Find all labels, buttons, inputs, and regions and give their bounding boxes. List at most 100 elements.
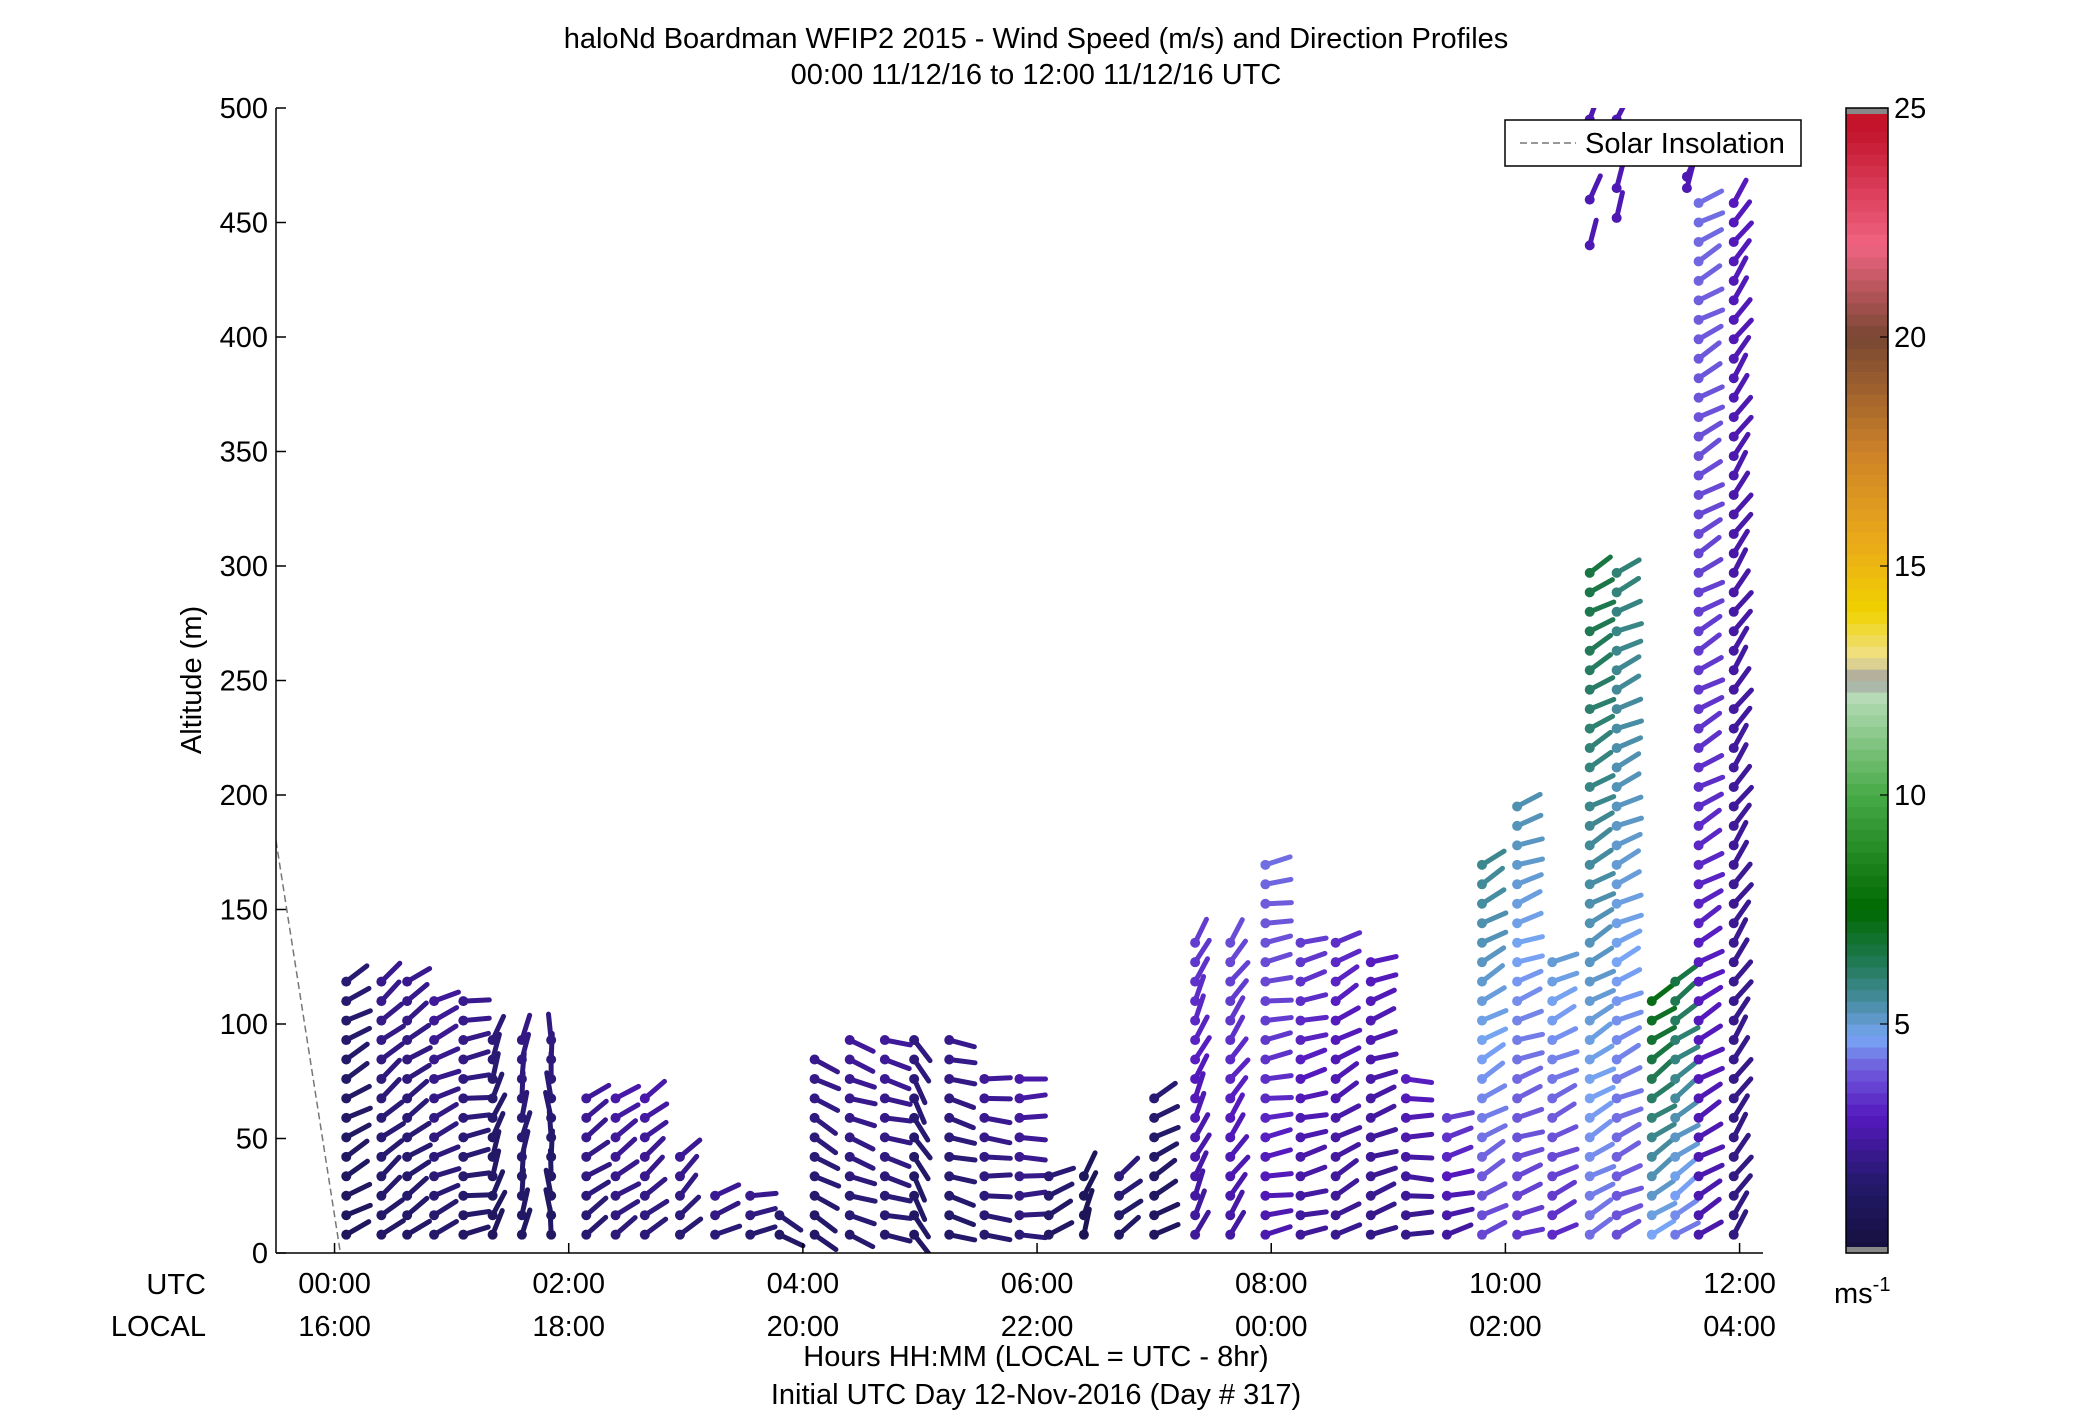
wind-barb-station <box>1611 704 1622 715</box>
wind-barb-station <box>1611 665 1622 676</box>
colorbar-band <box>1846 188 1888 201</box>
wind-profile-column <box>745 1190 779 1240</box>
wind-barb-station <box>1225 1112 1236 1123</box>
wind-barb-station <box>1547 976 1558 987</box>
wind-barb-station <box>1078 1210 1089 1221</box>
wind-barb-station <box>1260 859 1271 870</box>
wind-barb-station <box>1441 1171 1452 1182</box>
wind-barb-station <box>1693 217 1704 228</box>
wind-barb-station <box>1225 1093 1236 1104</box>
wind-barb-station <box>1330 1054 1341 1065</box>
wind-barb-station <box>402 1093 413 1104</box>
wind-barb-station <box>1260 937 1271 948</box>
wind-barb-station <box>909 1093 920 1104</box>
wind-profile-column <box>581 1082 612 1240</box>
wind-barb-station <box>1260 1015 1271 1026</box>
wind-barb-station <box>1365 976 1376 987</box>
wind-barb-station <box>1646 1229 1657 1240</box>
wind-barb-station <box>429 1151 440 1162</box>
wind-barb-station <box>1728 898 1739 909</box>
colorbar-band <box>1846 772 1888 785</box>
colorbar-band <box>1846 1001 1888 1014</box>
wind-profile-column <box>458 996 492 1240</box>
wind-barb-station <box>1728 879 1739 890</box>
wind-barb-station <box>1512 1171 1523 1182</box>
wind-barb-station <box>1693 723 1704 734</box>
wind-barb-station <box>1728 859 1739 870</box>
colorbar-band <box>1846 485 1888 498</box>
colorbar-band <box>1846 325 1888 338</box>
wind-barb-station <box>1728 314 1739 325</box>
wind-barb-station <box>1670 1132 1681 1143</box>
wind-barb-station <box>1693 587 1704 598</box>
wind-barb-station <box>1728 665 1739 676</box>
wind-barb-station <box>341 1093 352 1104</box>
wind-barb-station <box>1114 1229 1125 1240</box>
colorbar-band <box>1846 623 1888 636</box>
wind-barb-station <box>1728 412 1739 423</box>
colorbar-band <box>1846 233 1888 246</box>
wind-barb-station <box>809 1054 820 1065</box>
wind-barb-station <box>1728 236 1739 247</box>
wind-barb-station <box>1043 1210 1054 1221</box>
wind-barb-station <box>516 1112 527 1123</box>
wind-barb-station <box>402 1210 413 1221</box>
wind-barb-station <box>1728 762 1739 773</box>
wind-barb-station <box>944 1093 955 1104</box>
wind-barb-station <box>1611 898 1622 909</box>
wind-barb-station <box>1584 1015 1595 1026</box>
x-axis-ticks: 00:00 16:00 02:00 18:00 04:00 20:00 06:00 22:00… <box>298 1243 1776 1343</box>
colorbar-band <box>1846 898 1888 911</box>
wind-barb-station <box>1693 528 1704 539</box>
wind-barb-station <box>546 1171 557 1182</box>
colorbar-band <box>1846 1218 1888 1231</box>
wind-barb-station <box>1693 626 1704 637</box>
colorbar-band <box>1846 863 1888 876</box>
wind-barb-station <box>1611 684 1622 695</box>
wind-barb-station <box>1512 879 1523 890</box>
wind-barb-station <box>1584 820 1595 831</box>
wind-barb-station <box>1693 295 1704 306</box>
wind-barb-station <box>1584 859 1595 870</box>
wind-barb-station <box>879 1171 890 1182</box>
wind-barb-station <box>639 1093 650 1104</box>
wind-profile-column <box>1149 1080 1181 1240</box>
wind-barb-station <box>458 1054 469 1065</box>
colorbar-band <box>1846 394 1888 407</box>
wind-barb-station <box>979 1171 990 1182</box>
wind-barb-station <box>341 1015 352 1026</box>
wind-barb-station <box>1330 1190 1341 1201</box>
wind-barb-station <box>1476 1054 1487 1065</box>
wind-barb-station <box>1512 1132 1523 1143</box>
wind-barb-station <box>1584 879 1595 890</box>
wind-barb-station <box>809 1112 820 1123</box>
x-tick-label-local: 16:00 <box>298 1311 371 1343</box>
wind-barb-station <box>1611 1035 1622 1046</box>
wind-barb-station <box>1693 334 1704 345</box>
wind-profile-column <box>774 1210 806 1249</box>
wind-barb-station <box>458 1171 469 1182</box>
wind-barb-station <box>844 1112 855 1123</box>
wind-barb-station <box>1728 626 1739 637</box>
wind-barb-station <box>1693 665 1704 676</box>
wind-barb-station <box>458 1073 469 1084</box>
wind-barb-station <box>1400 1132 1411 1143</box>
wind-barb-station <box>429 1132 440 1143</box>
wind-barb-station <box>1611 567 1622 578</box>
wind-barb-station <box>1728 704 1739 715</box>
wind-barb-station <box>1547 996 1558 1007</box>
wind-barb-station <box>1693 1229 1704 1240</box>
y-axis-label: Altitude (m) <box>176 606 208 754</box>
wind-barb-station <box>516 1093 527 1104</box>
colorbar-band <box>1846 520 1888 533</box>
wind-barb-station <box>429 1210 440 1221</box>
wind-barb-station <box>1330 1132 1341 1143</box>
wind-barb-station <box>1670 1151 1681 1162</box>
wind-barb-station <box>1728 509 1739 520</box>
wind-barb-station <box>1670 1035 1681 1046</box>
wind-barb-station <box>1295 1093 1306 1104</box>
wind-barb-station <box>610 1151 621 1162</box>
wind-barb-station <box>1365 1132 1376 1143</box>
wind-profile-column <box>429 989 462 1240</box>
wind-profile-column <box>979 1073 1013 1243</box>
